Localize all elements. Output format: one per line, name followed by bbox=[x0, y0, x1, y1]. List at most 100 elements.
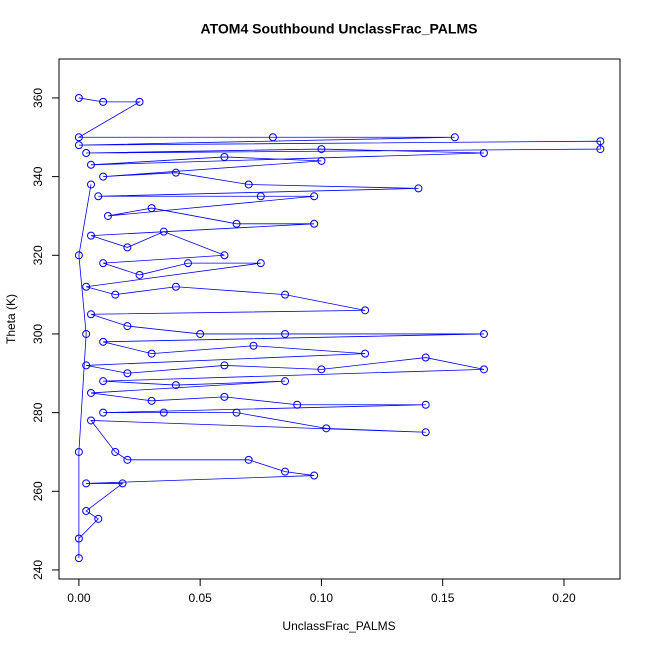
data-point bbox=[82, 479, 91, 488]
data-point bbox=[74, 93, 83, 102]
data-point bbox=[256, 259, 265, 268]
data-point bbox=[147, 349, 156, 358]
x-tick-label: 0.05 bbox=[188, 591, 212, 605]
data-point bbox=[232, 408, 241, 417]
data-point bbox=[99, 259, 108, 268]
chart-title: ATOM4 Southbound UnclassFrac_PALMS bbox=[201, 21, 478, 37]
data-point bbox=[310, 219, 319, 228]
data-point bbox=[82, 361, 91, 370]
x-axis-label: UnclassFrac_PALMS bbox=[282, 619, 395, 633]
data-point bbox=[82, 149, 91, 158]
data-point bbox=[87, 231, 96, 240]
data-point bbox=[171, 381, 180, 390]
x-tick-label: 0.15 bbox=[431, 591, 455, 605]
data-point bbox=[147, 396, 156, 405]
data-point bbox=[196, 329, 205, 338]
data-point bbox=[479, 329, 488, 338]
data-point bbox=[94, 192, 103, 201]
data-point bbox=[74, 133, 83, 142]
data-point bbox=[281, 377, 290, 386]
data-point bbox=[111, 290, 120, 299]
y-axis-label: Theta (K) bbox=[4, 294, 18, 344]
data-point bbox=[249, 341, 258, 350]
data-point bbox=[82, 506, 91, 515]
data-point bbox=[147, 204, 156, 213]
y-tick-label: 260 bbox=[31, 481, 45, 501]
data-point bbox=[111, 447, 120, 456]
data-point bbox=[317, 156, 326, 165]
data-point bbox=[184, 259, 193, 268]
data-point bbox=[268, 133, 277, 142]
data-point bbox=[74, 447, 83, 456]
data-point bbox=[99, 408, 108, 417]
data-point bbox=[99, 377, 108, 386]
y-tick-label: 300 bbox=[31, 324, 45, 344]
data-point bbox=[99, 97, 108, 106]
data-point bbox=[159, 408, 168, 417]
series-line bbox=[77, 97, 601, 559]
data-point bbox=[171, 168, 180, 177]
data-point bbox=[74, 554, 83, 563]
data-point bbox=[281, 467, 290, 476]
data-point bbox=[220, 361, 229, 370]
data-point bbox=[87, 388, 96, 397]
data-point bbox=[123, 243, 132, 252]
data-point bbox=[87, 416, 96, 425]
data-point bbox=[281, 329, 290, 338]
data-point bbox=[361, 349, 370, 358]
data-point bbox=[118, 479, 127, 488]
data-point bbox=[135, 270, 144, 279]
x-tick-label: 0.20 bbox=[552, 591, 576, 605]
data-point bbox=[317, 365, 326, 374]
data-point bbox=[99, 172, 108, 181]
data-point bbox=[87, 180, 96, 189]
data-point bbox=[159, 227, 168, 236]
data-point bbox=[310, 192, 319, 201]
data-point bbox=[361, 306, 370, 315]
data-point bbox=[596, 145, 605, 154]
data-point bbox=[281, 290, 290, 299]
data-point bbox=[414, 184, 423, 193]
data-point bbox=[479, 365, 488, 374]
data-point bbox=[87, 160, 96, 169]
y-tick-label: 320 bbox=[31, 245, 45, 265]
data-point bbox=[82, 282, 91, 291]
data-point bbox=[232, 219, 241, 228]
x-tick-label: 0.10 bbox=[310, 591, 334, 605]
data-point bbox=[421, 400, 430, 409]
y-tick-label: 340 bbox=[31, 166, 45, 186]
data-point bbox=[103, 211, 112, 220]
data-point bbox=[74, 141, 83, 150]
y-tick-label: 280 bbox=[31, 402, 45, 422]
data-point bbox=[74, 534, 83, 543]
data-point bbox=[94, 514, 103, 523]
data-point bbox=[244, 455, 253, 464]
data-point bbox=[317, 145, 326, 154]
data-point bbox=[421, 353, 430, 362]
data-point bbox=[310, 471, 319, 480]
data-point bbox=[220, 251, 229, 260]
data-point bbox=[244, 180, 253, 189]
data-point bbox=[256, 192, 265, 201]
data-point bbox=[322, 424, 331, 433]
data-point bbox=[171, 282, 180, 291]
x-tick-label: 0.00 bbox=[67, 591, 91, 605]
data-point bbox=[479, 149, 488, 158]
data-point bbox=[450, 133, 459, 142]
plot-frame bbox=[58, 58, 621, 580]
data-point bbox=[293, 400, 302, 409]
data-point bbox=[220, 392, 229, 401]
data-point bbox=[99, 337, 108, 346]
y-tick-label: 360 bbox=[31, 88, 45, 108]
data-point bbox=[596, 137, 605, 146]
data-point bbox=[123, 455, 132, 464]
data-point bbox=[135, 97, 144, 106]
data-point bbox=[74, 251, 83, 260]
data-point bbox=[421, 428, 430, 437]
y-tick-label: 240 bbox=[31, 560, 45, 580]
data-point bbox=[87, 310, 96, 319]
data-point bbox=[123, 322, 132, 331]
data-point bbox=[82, 329, 91, 338]
